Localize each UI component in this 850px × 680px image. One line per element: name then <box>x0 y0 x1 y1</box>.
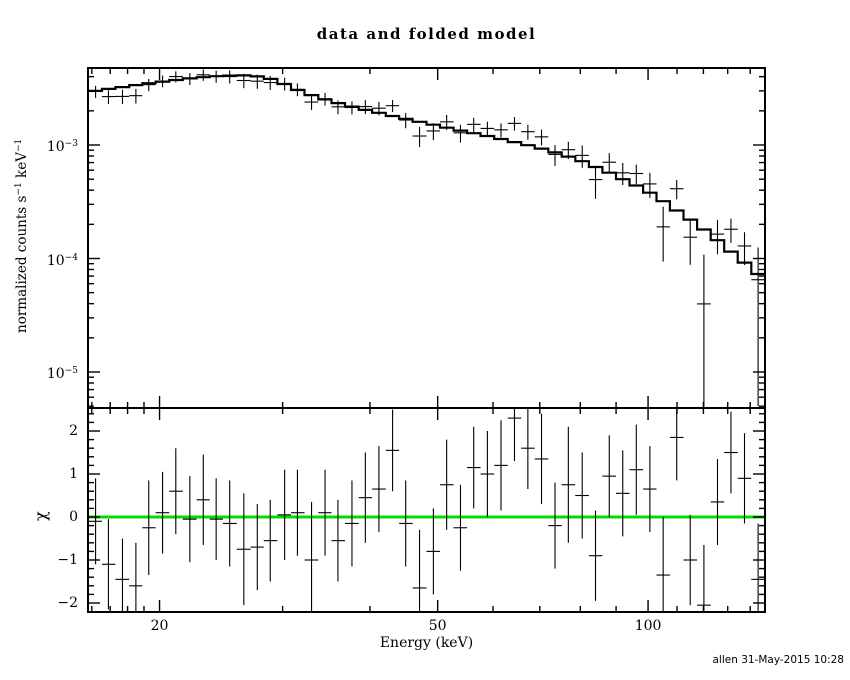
tick-base: 10 <box>46 253 65 269</box>
page-title: data and folded model <box>316 25 537 43</box>
x-axis-label: Energy (keV) <box>379 635 474 651</box>
x-tick-label-50: 50 <box>428 618 447 634</box>
tick-exponent: −3 <box>64 139 78 149</box>
y-label-sup1: −1 <box>14 182 24 196</box>
y-axis-label-top: normalized counts s−1 keV−1 <box>12 138 30 333</box>
residual-data-points <box>88 408 765 612</box>
tick-base: 10 <box>46 366 65 382</box>
y-top-tick-label-1e-3: 10−3 <box>47 137 78 154</box>
y-top-tick-label-1e-4: 10−4 <box>47 251 78 268</box>
panel-frames <box>87 67 766 613</box>
spectrum-data-points <box>88 69 765 408</box>
y-top-tick-label-1e-5: 10−5 <box>47 364 78 381</box>
y-bot-tick-label-0: 0 <box>69 509 78 525</box>
tick-exponent: −4 <box>64 253 78 263</box>
y-bot-tick-label-1: 1 <box>69 466 78 482</box>
timestamp: allen 31-May-2015 10:28 <box>712 654 844 666</box>
tick-base: 10 <box>46 139 65 155</box>
tick-exponent: −5 <box>64 366 78 376</box>
y-bot-tick-label-2: 2 <box>69 423 78 439</box>
y-axis-label-chi: χ <box>31 511 50 521</box>
y-label-text: normalized counts s <box>14 195 30 333</box>
x-tick-label-100: 100 <box>634 618 662 634</box>
x-tick-label-20: 20 <box>150 618 169 634</box>
y-bot-tick-label-neg1: −1 <box>57 552 78 568</box>
y-bot-tick-label-neg2: −2 <box>57 595 78 611</box>
y-label-unit: keV <box>14 152 30 183</box>
y-label-sup2: −1 <box>14 138 24 153</box>
